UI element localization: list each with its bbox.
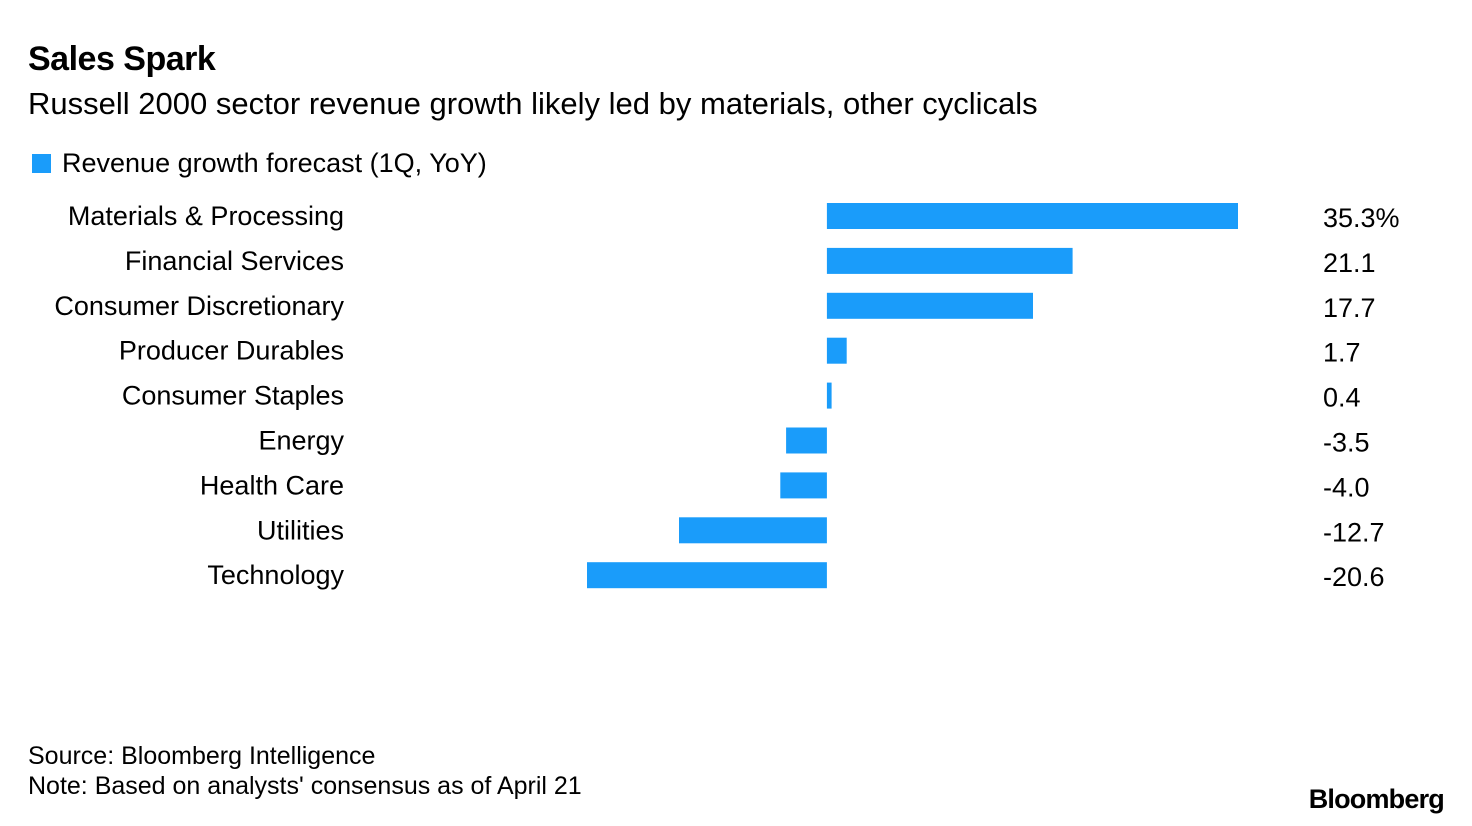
value-label-financial-services: 21.1: [1323, 248, 1376, 278]
category-label-consumer-discretionary: Consumer Discretionary: [54, 291, 344, 321]
bar-energy: [786, 427, 827, 454]
category-label-consumer-staples: Consumer Staples: [122, 381, 344, 411]
bar-financial-services: [826, 247, 1073, 274]
category-label-health-care: Health Care: [200, 470, 344, 500]
value-label-health-care: -4.0: [1323, 472, 1370, 502]
bar-producer-durables: [826, 337, 847, 364]
value-label-materials-and-processing: 35.3%: [1323, 203, 1400, 233]
value-label-energy: -3.5: [1323, 428, 1370, 458]
bar-health-care: [780, 472, 827, 499]
source-text: Source: Bloomberg Intelligence: [28, 742, 376, 770]
legend-label: Revenue growth forecast (1Q, YoY): [62, 147, 487, 178]
bar-utilities: [679, 517, 827, 544]
value-label-utilities: -12.7: [1323, 517, 1385, 547]
value-label-consumer-staples: 0.4: [1323, 383, 1361, 413]
chart-title: Sales Spark: [28, 40, 216, 78]
value-label-technology: -20.6: [1323, 562, 1385, 592]
category-label-technology: Technology: [207, 560, 344, 590]
category-label-financial-services: Financial Services: [125, 246, 344, 276]
category-label-materials-and-processing: Materials & Processing: [68, 201, 344, 231]
bar-consumer-discretionary: [826, 292, 1033, 319]
legend-swatch: [32, 153, 51, 173]
legend: Revenue growth forecast (1Q, YoY): [32, 148, 487, 178]
chart-subtitle: Russell 2000 sector revenue growth likel…: [28, 86, 1038, 121]
category-label-energy: Energy: [258, 426, 344, 456]
value-label-producer-durables: 1.7: [1323, 338, 1361, 368]
source-note: Source: Bloomberg Intelligence Note: Bas…: [28, 741, 582, 801]
value-label-consumer-discretionary: 17.7: [1323, 293, 1376, 323]
bar-materials-and-processing: [826, 203, 1238, 229]
category-label-utilities: Utilities: [257, 515, 344, 545]
category-label-producer-durables: Producer Durables: [119, 336, 344, 366]
note-text: Note: Based on analysts' consensus as of…: [28, 772, 582, 800]
bar-consumer-staples: [826, 382, 832, 409]
bloomberg-logo: Bloomberg: [1308, 784, 1445, 814]
bar-technology: [587, 562, 827, 589]
